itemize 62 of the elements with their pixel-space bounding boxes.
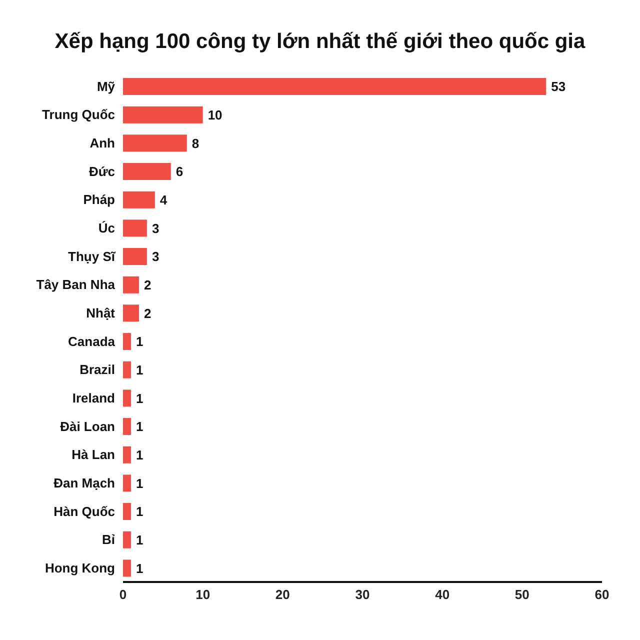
x-tick-label: 30 — [355, 587, 370, 602]
y-tick-label: Úc — [98, 220, 115, 236]
data-label: 8 — [192, 136, 200, 151]
y-tick-label: Đan Mạch — [54, 475, 116, 490]
y-tick-label: Bỉ — [102, 532, 116, 548]
data-label: 3 — [152, 220, 160, 236]
data-label: 6 — [176, 164, 184, 180]
y-tick-label: Đức — [88, 164, 115, 179]
data-label: 1 — [136, 334, 144, 350]
data-label: 2 — [144, 277, 152, 292]
data-label: 1 — [136, 419, 144, 434]
y-tick-label: Anh — [90, 135, 116, 150]
bar — [123, 560, 131, 577]
y-tick-label: Canada — [68, 334, 116, 349]
y-tick-label: Hà Lan — [72, 447, 116, 462]
data-label: 1 — [136, 504, 144, 520]
y-tick-label: Hàn Quốc — [54, 504, 115, 519]
bar — [123, 361, 131, 378]
bar — [123, 78, 546, 95]
bar — [123, 503, 131, 520]
bar — [123, 304, 139, 322]
bar — [123, 191, 155, 208]
x-tick-label: 40 — [435, 587, 450, 602]
x-tick-label: 60 — [594, 587, 610, 602]
bar — [123, 248, 147, 265]
bar — [123, 276, 139, 294]
data-label: 1 — [136, 532, 144, 548]
data-label: 1 — [136, 447, 144, 462]
bar — [123, 163, 171, 180]
y-tick-label: Nhật — [86, 305, 116, 320]
y-tick-label: Thụy Sĩ — [68, 248, 116, 264]
bar — [123, 531, 131, 548]
bar — [123, 474, 131, 492]
y-tick-label: Tây Ban Nha — [36, 277, 116, 292]
bar — [123, 390, 131, 407]
y-tick-label: Đài Loan — [60, 418, 116, 434]
data-label: 1 — [136, 362, 144, 378]
bar — [123, 106, 203, 124]
y-tick-label: Pháp — [83, 192, 116, 208]
y-tick-label: Mỹ — [96, 78, 116, 94]
data-label: 1 — [136, 390, 144, 406]
y-tick-label: Brazil — [80, 362, 115, 378]
data-label: 1 — [136, 476, 144, 491]
data-label: 1 — [136, 560, 144, 576]
x-tick-label: 10 — [196, 587, 210, 602]
data-label: 53 — [551, 79, 566, 94]
data-label: 4 — [160, 192, 168, 208]
data-label: 10 — [208, 107, 222, 122]
x-tick-label: 50 — [514, 587, 530, 602]
bar — [123, 220, 147, 237]
y-tick-label: Trung Quốc — [42, 107, 115, 122]
data-label: 2 — [144, 306, 152, 321]
y-tick-label: Ireland — [72, 390, 116, 406]
data-label: 3 — [152, 249, 160, 264]
x-tick-label: 0 — [119, 587, 127, 602]
y-tick-label: Hong Kong — [44, 560, 116, 576]
bar — [123, 446, 131, 464]
x-tick-label: 20 — [275, 587, 290, 602]
bar — [123, 333, 131, 350]
chart-title: Xếp hạng 100 công ty lớn nhất thế giới theo quốc gia — [54, 29, 586, 55]
bar — [123, 418, 131, 435]
bar — [123, 134, 187, 152]
